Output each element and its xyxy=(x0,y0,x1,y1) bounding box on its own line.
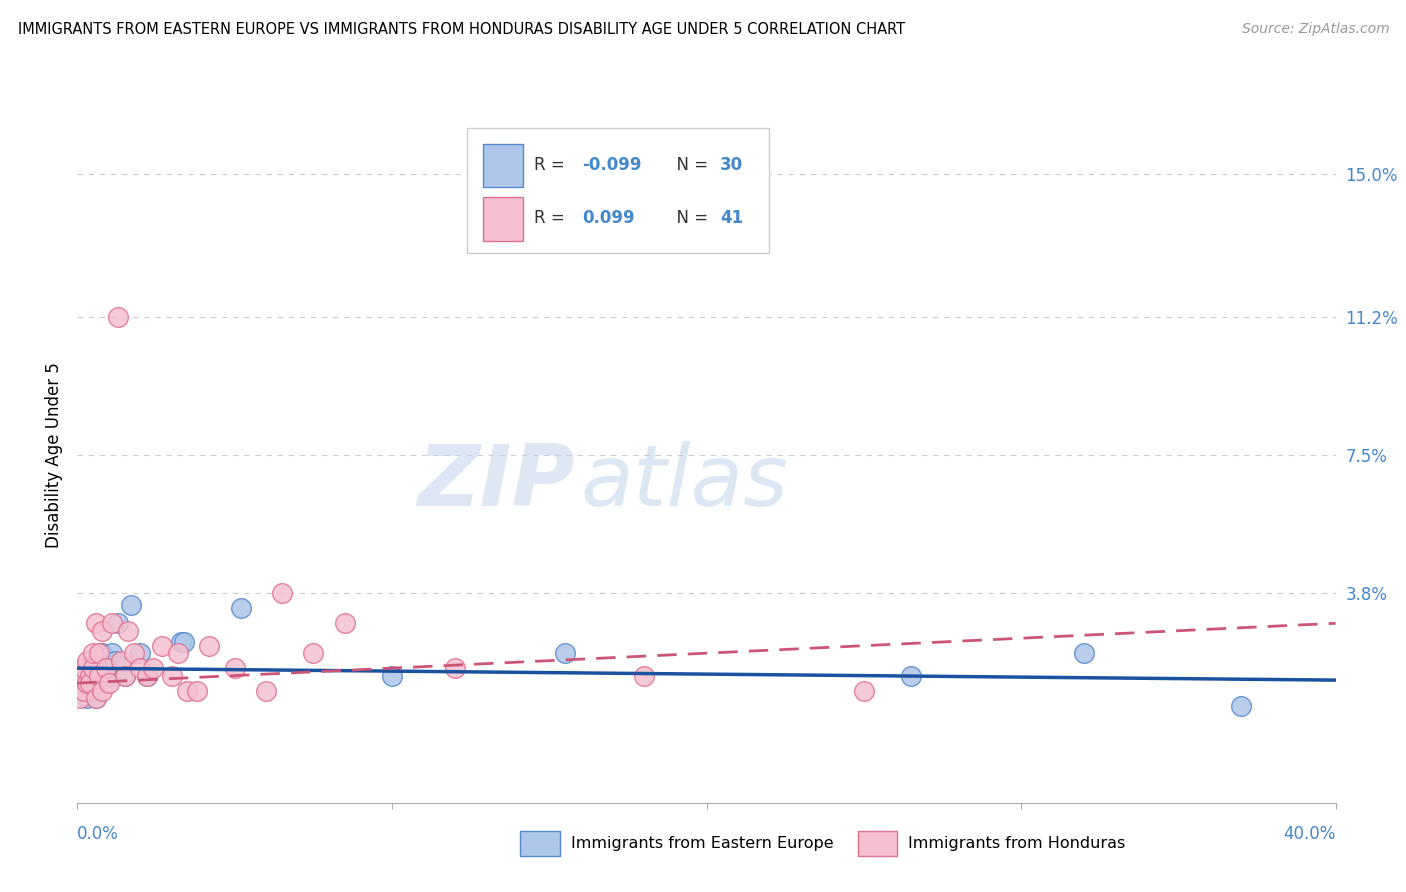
Point xyxy=(1230,698,1253,713)
Point xyxy=(79,668,101,682)
Point xyxy=(135,668,157,682)
Point xyxy=(129,661,152,675)
Point xyxy=(900,668,922,682)
Point xyxy=(302,646,325,660)
Point xyxy=(69,668,91,682)
Point xyxy=(120,598,142,612)
Point xyxy=(270,586,292,600)
Point xyxy=(107,616,129,631)
Point xyxy=(122,646,145,660)
Text: ZIP: ZIP xyxy=(416,442,575,524)
Point xyxy=(89,676,111,690)
Point xyxy=(79,661,101,675)
Point xyxy=(135,668,157,682)
Y-axis label: Disability Age Under 5: Disability Age Under 5 xyxy=(45,362,63,548)
Point xyxy=(381,668,404,682)
Point xyxy=(229,601,252,615)
Point xyxy=(97,668,120,682)
Point xyxy=(72,661,94,675)
Text: R =: R = xyxy=(534,156,569,174)
Point xyxy=(84,668,107,682)
Text: Immigrants from Honduras: Immigrants from Honduras xyxy=(908,837,1126,851)
Point xyxy=(72,683,94,698)
Point xyxy=(198,639,221,653)
Point xyxy=(186,683,208,698)
Text: 0.099: 0.099 xyxy=(582,210,634,227)
Point xyxy=(76,654,98,668)
Point xyxy=(72,676,94,690)
Point xyxy=(79,683,101,698)
Text: N =: N = xyxy=(666,210,714,227)
Text: Source: ZipAtlas.com: Source: ZipAtlas.com xyxy=(1241,22,1389,37)
Point xyxy=(170,635,193,649)
Text: N =: N = xyxy=(666,156,714,174)
Point xyxy=(82,676,104,690)
Point xyxy=(69,691,91,706)
Point xyxy=(72,661,94,675)
Point xyxy=(94,661,117,675)
Point xyxy=(89,668,111,682)
Point xyxy=(76,691,98,706)
Text: Immigrants from Eastern Europe: Immigrants from Eastern Europe xyxy=(571,837,834,851)
Point xyxy=(254,683,277,698)
Point xyxy=(91,683,114,698)
Point xyxy=(167,646,190,660)
Point xyxy=(104,654,127,668)
Point xyxy=(76,668,98,682)
Point xyxy=(89,646,111,660)
Point xyxy=(224,661,246,675)
Point xyxy=(554,646,576,660)
Point xyxy=(82,646,104,660)
Point xyxy=(852,683,875,698)
Point xyxy=(173,635,195,649)
Point xyxy=(150,639,173,653)
FancyBboxPatch shape xyxy=(467,128,769,253)
Point xyxy=(107,310,129,324)
Point xyxy=(94,661,117,675)
Point xyxy=(129,646,152,660)
Text: 30: 30 xyxy=(720,156,744,174)
FancyBboxPatch shape xyxy=(482,197,523,241)
Text: 40.0%: 40.0% xyxy=(1284,825,1336,843)
Point xyxy=(76,676,98,690)
Point xyxy=(97,676,120,690)
Point xyxy=(110,654,132,668)
Point xyxy=(117,624,139,638)
Point xyxy=(84,616,107,631)
FancyBboxPatch shape xyxy=(482,144,523,187)
Point xyxy=(114,668,136,682)
Point xyxy=(444,661,467,675)
Point xyxy=(91,646,114,660)
Point xyxy=(84,691,107,706)
Point xyxy=(101,616,124,631)
Text: -0.099: -0.099 xyxy=(582,156,641,174)
Text: 41: 41 xyxy=(720,210,744,227)
Point xyxy=(333,616,356,631)
Point xyxy=(82,668,104,682)
Point xyxy=(101,646,124,660)
Text: 0.0%: 0.0% xyxy=(77,825,120,843)
Point xyxy=(633,668,655,682)
Point xyxy=(142,661,165,675)
Point xyxy=(160,668,183,682)
Point xyxy=(79,676,101,690)
Point xyxy=(82,661,104,675)
Text: atlas: atlas xyxy=(581,442,789,524)
Point xyxy=(84,691,107,706)
Text: IMMIGRANTS FROM EASTERN EUROPE VS IMMIGRANTS FROM HONDURAS DISABILITY AGE UNDER : IMMIGRANTS FROM EASTERN EUROPE VS IMMIGR… xyxy=(18,22,905,37)
Point xyxy=(1073,646,1095,660)
Point xyxy=(69,668,91,682)
Point xyxy=(114,668,136,682)
Text: R =: R = xyxy=(534,210,569,227)
Point xyxy=(91,624,114,638)
Point xyxy=(176,683,198,698)
